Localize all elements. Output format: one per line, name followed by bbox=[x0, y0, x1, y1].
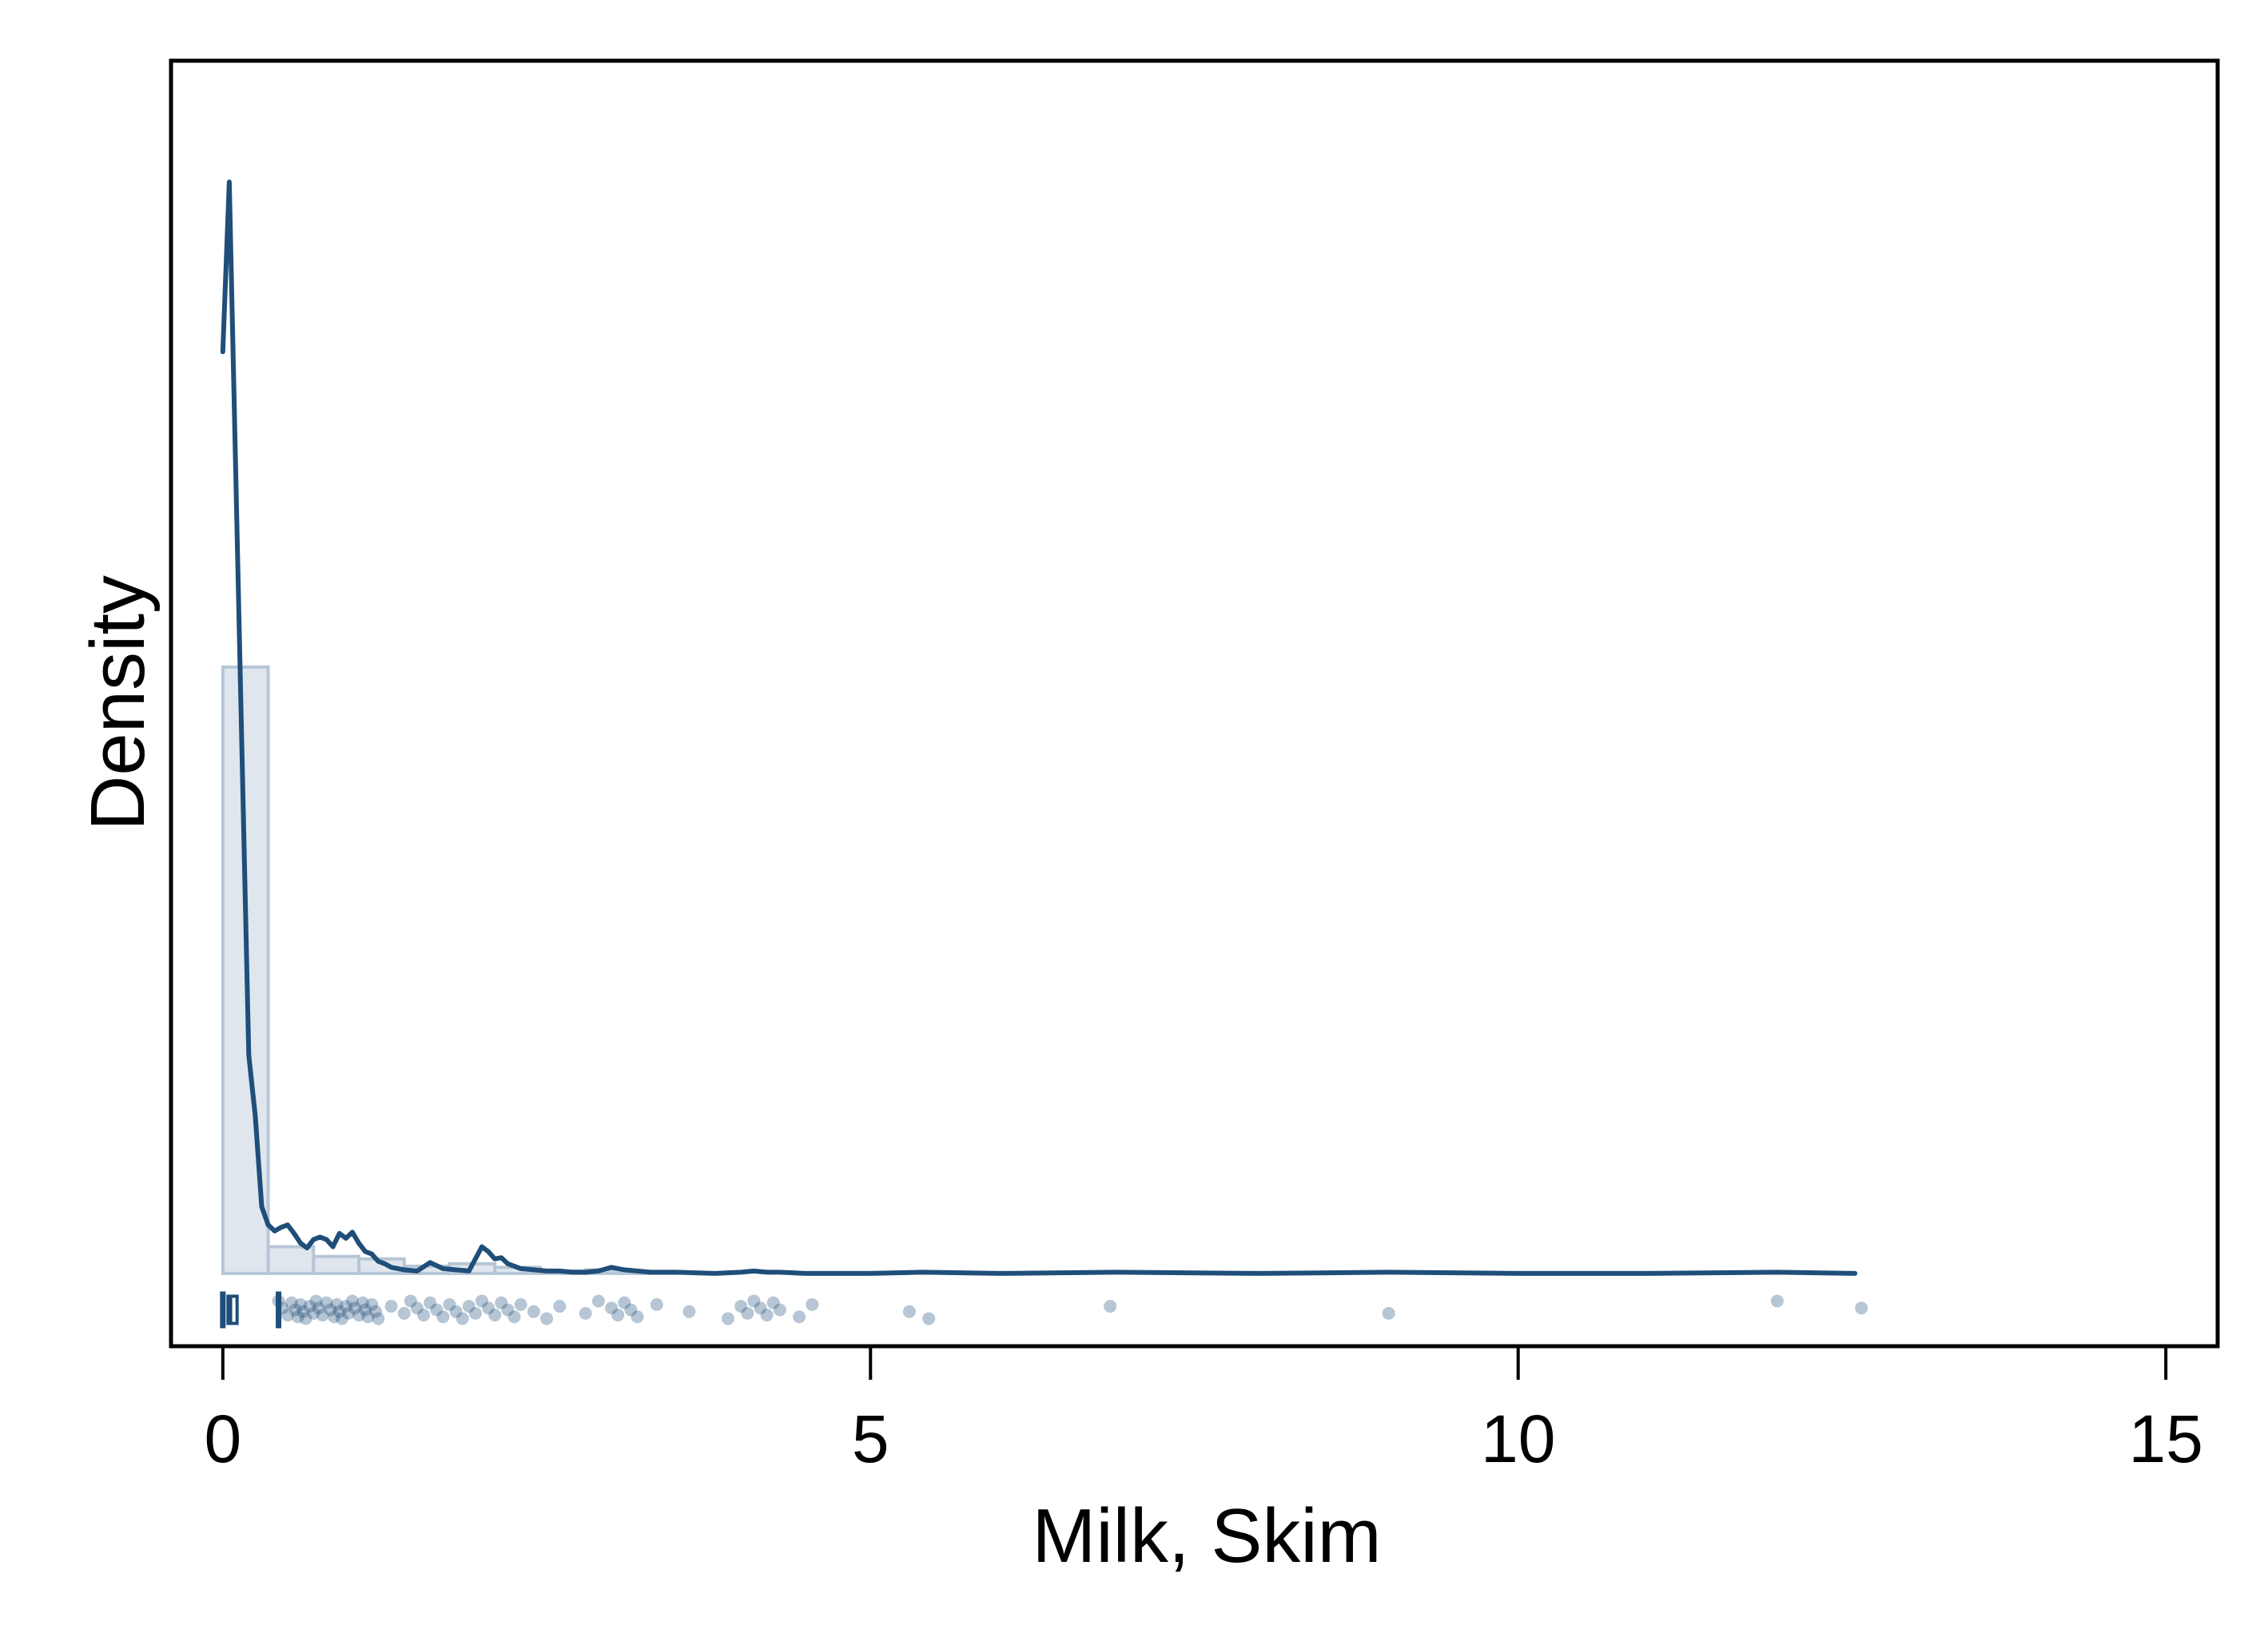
data-point bbox=[902, 1305, 916, 1318]
data-point bbox=[312, 1301, 325, 1315]
data-point bbox=[449, 1305, 463, 1318]
data-point bbox=[303, 1300, 316, 1313]
data-point bbox=[436, 1310, 450, 1324]
data-point bbox=[468, 1306, 482, 1320]
boxplot-box bbox=[226, 1294, 239, 1325]
data-point bbox=[345, 1294, 359, 1308]
data-point bbox=[1855, 1301, 1868, 1315]
data-point bbox=[456, 1312, 469, 1325]
data-point bbox=[320, 1296, 333, 1309]
data-point bbox=[922, 1312, 936, 1325]
data-point bbox=[365, 1297, 379, 1311]
data-point bbox=[384, 1300, 398, 1313]
data-point bbox=[359, 1303, 372, 1317]
data-point bbox=[417, 1309, 431, 1322]
data-point bbox=[369, 1305, 383, 1318]
data-point bbox=[397, 1306, 411, 1320]
data-point bbox=[356, 1296, 369, 1309]
data-point bbox=[410, 1301, 424, 1315]
data-point bbox=[339, 1300, 352, 1313]
data-point bbox=[352, 1309, 366, 1322]
data-point bbox=[424, 1296, 437, 1309]
data-point bbox=[1382, 1306, 1395, 1320]
data-point bbox=[475, 1294, 489, 1308]
data-point bbox=[793, 1310, 806, 1324]
data-point bbox=[299, 1312, 312, 1325]
data-point bbox=[806, 1297, 819, 1311]
data-point bbox=[721, 1312, 734, 1325]
data-point bbox=[495, 1296, 508, 1309]
data-point bbox=[294, 1297, 308, 1311]
x-tick-label: 0 bbox=[204, 1401, 241, 1476]
data-point bbox=[747, 1294, 761, 1308]
data-point bbox=[372, 1312, 385, 1325]
data-point bbox=[328, 1310, 341, 1324]
data-point bbox=[284, 1296, 298, 1309]
data-point bbox=[316, 1309, 329, 1322]
data-point bbox=[361, 1310, 375, 1324]
data-point bbox=[348, 1301, 362, 1315]
data-point bbox=[650, 1297, 663, 1311]
data-point bbox=[443, 1297, 456, 1311]
data-point bbox=[288, 1303, 302, 1317]
data-point bbox=[773, 1303, 786, 1317]
data-point bbox=[296, 1305, 310, 1318]
data-point bbox=[754, 1301, 767, 1315]
data-point bbox=[335, 1312, 348, 1325]
data-point bbox=[291, 1310, 304, 1324]
data-point bbox=[734, 1300, 748, 1313]
x-tick-label: 15 bbox=[2128, 1401, 2202, 1476]
data-point bbox=[514, 1297, 527, 1311]
data-point bbox=[330, 1297, 344, 1311]
data-point bbox=[527, 1305, 540, 1318]
data-point bbox=[1104, 1300, 1117, 1313]
data-point bbox=[760, 1309, 774, 1322]
data-point bbox=[618, 1296, 631, 1309]
data-point bbox=[462, 1300, 475, 1313]
data-point bbox=[624, 1303, 638, 1317]
data-point bbox=[281, 1309, 294, 1322]
y-axis-label: Density bbox=[75, 575, 161, 831]
data-point bbox=[1770, 1294, 1784, 1308]
data-point bbox=[591, 1294, 605, 1308]
data-point bbox=[507, 1310, 521, 1324]
data-point bbox=[501, 1303, 515, 1317]
data-point bbox=[342, 1306, 356, 1320]
data-point bbox=[579, 1306, 592, 1320]
x-tick-label: 5 bbox=[852, 1401, 889, 1476]
x-axis: 0 5 10 15 bbox=[204, 1344, 2203, 1476]
x-tick-label: 10 bbox=[1481, 1401, 1555, 1476]
data-point bbox=[324, 1303, 337, 1317]
data-point bbox=[482, 1301, 495, 1315]
plot-area bbox=[220, 179, 1868, 1329]
data-point bbox=[611, 1309, 625, 1322]
data-point bbox=[540, 1312, 554, 1325]
data-point bbox=[631, 1310, 644, 1324]
histogram-bar-1 bbox=[266, 1245, 316, 1275]
data-point bbox=[553, 1300, 567, 1313]
plot-frame bbox=[169, 58, 2220, 1349]
data-point bbox=[741, 1306, 754, 1320]
data-point bbox=[682, 1305, 696, 1318]
x-axis-label: Milk, Skim bbox=[1032, 1493, 1381, 1579]
density-curve bbox=[220, 179, 1858, 1276]
data-point bbox=[332, 1305, 346, 1318]
histogram-bar-2 bbox=[312, 1254, 361, 1275]
data-point bbox=[404, 1294, 417, 1308]
data-point bbox=[307, 1306, 320, 1320]
data-point bbox=[488, 1309, 502, 1322]
data-point bbox=[766, 1296, 780, 1309]
data-point bbox=[309, 1294, 323, 1308]
data-point bbox=[605, 1301, 619, 1315]
data-point bbox=[430, 1303, 444, 1317]
